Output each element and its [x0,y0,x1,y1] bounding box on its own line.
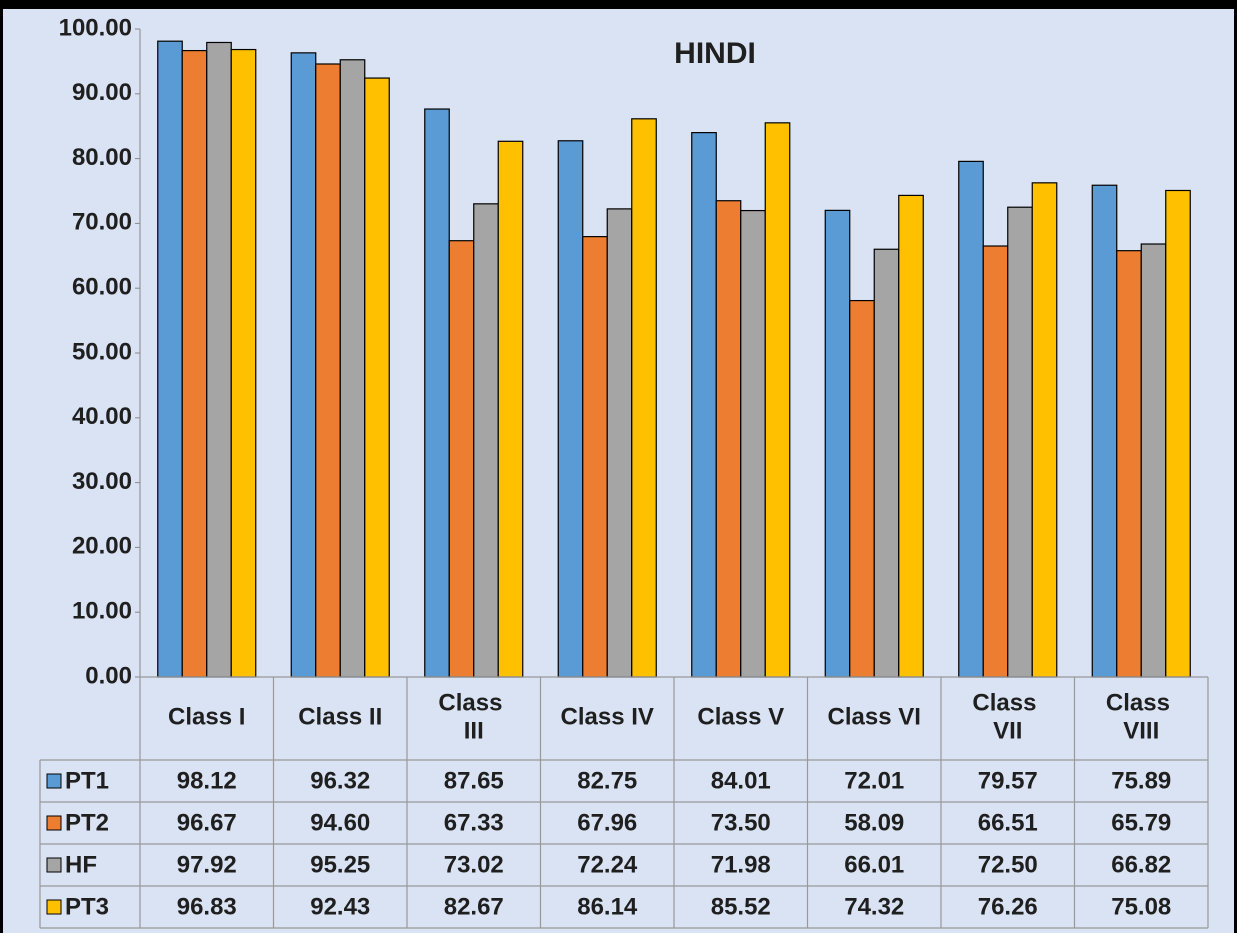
y-tick-label: 10.00 [72,598,132,625]
bar [339,59,366,678]
bar [315,63,341,678]
table-value: 67.96 [577,809,637,836]
legend-key [46,815,62,831]
legend-label: PT1 [65,767,109,794]
table-value: 65.79 [1111,809,1171,836]
bar [230,48,257,678]
legend-key [46,899,62,915]
table-value: 82.67 [444,893,504,920]
legend-label: PT3 [65,893,109,920]
y-tick-label: 0.00 [85,662,132,689]
table-value: 72.01 [844,767,904,794]
bar [448,240,475,678]
x-tick-label: Class IV [561,704,654,731]
bar [873,248,900,678]
bar [424,108,450,678]
bar [691,132,717,678]
bar [1007,206,1033,678]
bar [740,209,766,678]
table-value: 87.65 [444,767,504,794]
table-value: 94.60 [310,809,370,836]
table-value: 66.01 [844,851,904,878]
bar [982,245,1009,678]
x-tick-label: Class VI [828,704,921,731]
bar [582,236,608,678]
y-tick-label: 80.00 [72,144,132,171]
bar [1140,243,1167,678]
table-value: 76.26 [978,893,1038,920]
x-tick-label: Class II [298,704,382,731]
y-tick-label: 50.00 [72,338,132,365]
bar [849,299,875,678]
y-tick-label: 70.00 [72,209,132,236]
bar [497,140,524,678]
bar [1091,184,1118,678]
table-value: 73.02 [444,851,504,878]
bar [473,203,499,678]
bar [206,41,232,678]
table-value: 96.32 [310,767,370,794]
bar [1165,189,1191,678]
table-value: 85.52 [711,893,771,920]
bar [157,40,183,678]
x-tick-label: Class VIII [1106,690,1177,745]
bar [364,77,390,678]
y-tick-label: 40.00 [72,403,132,430]
chart-title: HINDI [674,37,756,70]
table-value: 97.92 [177,851,237,878]
bar [557,140,584,678]
bar [181,49,208,678]
y-tick-label: 60.00 [72,274,132,301]
table-value: 72.50 [978,851,1038,878]
legend-key [46,857,62,873]
y-tick-label: 20.00 [72,533,132,560]
table-value: 82.75 [577,767,637,794]
table-value: 71.98 [711,851,771,878]
bar [898,194,924,678]
legend-label: HF [65,851,97,878]
bar [1031,182,1058,678]
table-value: 95.25 [310,851,370,878]
bar [290,52,317,678]
bar [631,118,657,678]
table-value: 72.24 [577,851,638,878]
legend-key [46,773,62,789]
table-value: 58.09 [844,809,904,836]
y-tick-label: 90.00 [72,79,132,106]
bar [764,122,791,678]
y-tick-label: 30.00 [72,468,132,495]
x-tick-label: Class V [697,704,784,731]
table-value: 66.82 [1111,851,1171,878]
table-value: 96.83 [177,893,237,920]
x-tick-label: Class VII [972,690,1043,745]
bar [824,209,851,678]
table-value: 66.51 [978,809,1038,836]
table-value: 96.67 [177,809,237,836]
bar [1116,250,1142,678]
table-value: 74.32 [844,893,904,920]
x-tick-label: Class I [168,704,245,731]
table-value: 79.57 [978,767,1038,794]
bar [958,160,984,678]
y-tick-label: 100.00 [59,14,132,41]
table-value: 67.33 [444,809,504,836]
table-value: 84.01 [711,767,771,794]
table-value: 73.50 [711,809,771,836]
table-value: 75.08 [1111,893,1171,920]
data-table: Class I Class II Class III Class IV Class V C… [39,676,1209,929]
table-value: 98.12 [177,767,237,794]
bar [606,208,633,678]
table-value: 92.43 [310,893,370,920]
table-value: 75.89 [1111,767,1171,794]
legend-label: PT2 [65,809,109,836]
x-tick-label: Class III [438,690,509,745]
bar [715,200,742,678]
table-value: 86.14 [577,893,638,920]
